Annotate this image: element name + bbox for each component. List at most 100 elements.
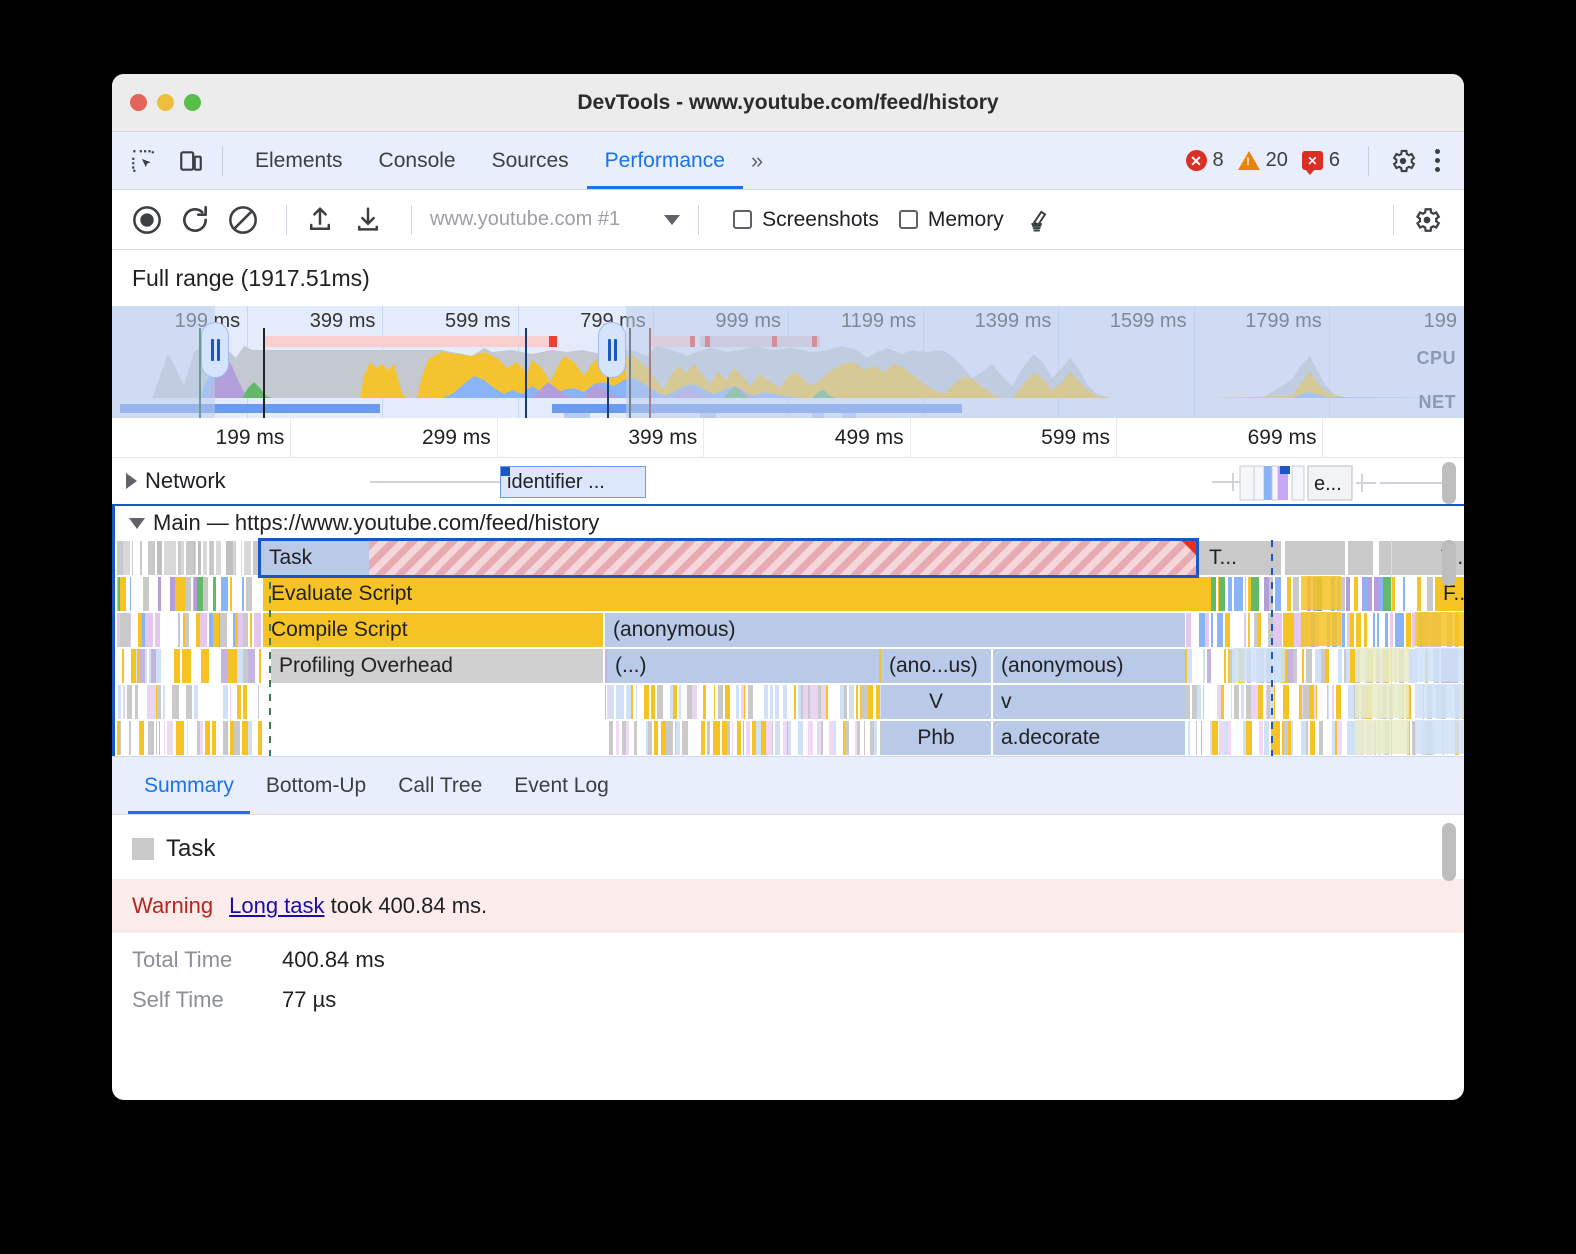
ruler-tick (909, 418, 911, 457)
long-task-link[interactable]: Long task (229, 893, 325, 918)
selection-handle-left[interactable] (201, 322, 229, 378)
panel-tabs: Elements Console Sources Performance » (237, 132, 771, 189)
issues-count: 6 (1328, 149, 1340, 171)
checkbox-box (898, 210, 918, 229)
flame-row: Evaluate Script F...k (115, 576, 1464, 612)
title-bar: DevTools - www.youtube.com/feed/history (112, 74, 1464, 132)
tab-event-log[interactable]: Event Log (514, 773, 609, 797)
tab-console[interactable]: Console (378, 148, 456, 172)
flame-bar-task-short[interactable]: T... (1201, 541, 1281, 575)
chevron-right-icon[interactable] (126, 473, 137, 489)
warning-badge[interactable]: 20 (1237, 149, 1288, 172)
ruler-tick-label: 499 ms (834, 426, 904, 449)
warning-corner-icon (1182, 541, 1196, 555)
maximize-window-button[interactable] (184, 94, 201, 111)
tab-performance[interactable]: Performance (587, 132, 743, 189)
network-track-title: Network (145, 468, 226, 493)
full-range-label: Full range (1917.51ms) (112, 250, 1464, 306)
kebab-menu-icon[interactable] (1423, 149, 1452, 172)
gear-icon[interactable] (1389, 147, 1417, 175)
network-track-header[interactable]: Network (126, 468, 226, 494)
tab-bottom-up[interactable]: Bottom-Up (265, 773, 367, 797)
main-track-header[interactable]: Main — https://www.youtube.com/feed/hist… (115, 506, 1464, 540)
flame-bar-blank (1351, 541, 1373, 575)
total-time-value: 400.84 ms (282, 947, 385, 972)
summary-event-title: Task (112, 815, 1464, 863)
net-connector-cap (1232, 473, 1234, 491)
tab-elements[interactable]: Elements (255, 148, 343, 172)
warning-row: Warning Long task took 400.84 ms. (112, 879, 1464, 933)
ruler-tick-label: 699 ms (1247, 426, 1317, 449)
profile-select[interactable]: www.youtube.com #1 (426, 208, 684, 231)
event-marker-light (1391, 540, 1392, 756)
close-window-button[interactable] (130, 94, 147, 111)
flame-chart[interactable]: Task T... T...k Evaluate Script F...k (115, 538, 1464, 756)
flame-bar-anonymous-2[interactable]: (anonymous) (993, 649, 1185, 683)
timeline-ruler: 199 ms 299 ms 399 ms 499 ms 599 ms 699 ms (112, 418, 1464, 458)
tab-call-tree[interactable]: Call Tree (398, 773, 483, 797)
upload-profile-icon[interactable] (301, 201, 339, 239)
total-time-label: Total Time (132, 947, 233, 972)
window-title: DevTools - www.youtube.com/feed/history (577, 90, 999, 114)
self-time-row: Self Time 77 µs (112, 973, 1464, 1013)
ruler-tick (496, 418, 498, 457)
warning-count: 20 (1265, 149, 1288, 171)
flame-bar-a-decorate[interactable]: a.decorate (993, 721, 1185, 755)
network-scrollbar[interactable] (1442, 462, 1456, 504)
tab-summary[interactable]: Summary (128, 757, 250, 814)
screenshots-checkbox[interactable]: Screenshots (733, 208, 879, 232)
summary-panel: Task Warning Long task took 400.84 ms. T… (112, 814, 1464, 1012)
flame-bar-task[interactable]: Task (258, 538, 1199, 578)
flame-bar-anon-mid[interactable]: (ano...us) (881, 649, 991, 683)
flame-bar-phb[interactable]: Phb (881, 721, 991, 755)
memory-checkbox[interactable]: Memory (898, 208, 1004, 232)
reload-record-icon[interactable] (176, 201, 214, 239)
flame-bar-anonymous[interactable]: (anonymous) (605, 613, 1185, 647)
error-badge[interactable]: ✕ 8 (1185, 149, 1224, 172)
main-scrollbar[interactable] (1442, 540, 1456, 586)
flame-bar-blank (1379, 541, 1429, 575)
issues-icon: ✕ (1301, 151, 1323, 175)
minimize-window-button[interactable] (157, 94, 174, 111)
main-track[interactable]: Main — https://www.youtube.com/feed/hist… (112, 506, 1464, 756)
event-color-swatch (132, 838, 154, 860)
device-toolbar-icon[interactable] (174, 144, 208, 178)
ruler-tick (1116, 418, 1118, 457)
record-icon[interactable] (128, 201, 166, 239)
flame-bar-v-lower[interactable]: v (993, 685, 1185, 719)
inspect-element-icon[interactable] (126, 144, 160, 178)
warning-label: Warning (132, 893, 214, 918)
overview-tick-label: 399 ms (309, 310, 376, 332)
selection-handle-right[interactable] (598, 322, 626, 378)
devtools-tab-bar: Elements Console Sources Performance » ✕… (112, 132, 1464, 190)
network-request-bars: e... (1239, 465, 1445, 501)
collect-garbage-icon[interactable] (1020, 201, 1058, 239)
badge-divider (1368, 145, 1369, 176)
tab-sources[interactable]: Sources (491, 148, 569, 172)
clear-icon[interactable] (224, 201, 262, 239)
svg-text:e...: e... (1314, 473, 1342, 495)
overview-tick-label: 599 ms (445, 310, 511, 332)
download-profile-icon[interactable] (349, 201, 387, 239)
flame-bar-evaluate-script[interactable]: Evaluate Script (263, 577, 1211, 611)
flame-bar-v-upper[interactable]: V (881, 685, 991, 719)
warning-icon (1237, 151, 1260, 170)
chevron-down-icon[interactable] (129, 517, 145, 529)
ruler-tick (703, 418, 705, 457)
error-icon: ✕ (1185, 150, 1207, 171)
more-tabs-icon[interactable]: » (750, 147, 764, 173)
network-track[interactable]: Network identifier ... e... (112, 458, 1464, 506)
event-marker-green (269, 540, 271, 756)
main-track-title: Main — https://www.youtube.com/feed/hist… (153, 510, 600, 535)
network-request-identifier[interactable]: identifier ... (500, 466, 646, 498)
flame-bar-compile-script[interactable]: Compile Script (263, 613, 603, 647)
flame-bar-anon-short[interactable]: (...) (607, 649, 879, 683)
total-time-row: Total Time 400.84 ms (112, 933, 1464, 973)
warning-duration-text: took 400.84 ms. (324, 893, 488, 918)
flame-bar-profiling-overhead[interactable]: Profiling Overhead (271, 649, 603, 683)
capture-settings-gear-icon[interactable] (1408, 201, 1446, 239)
issues-badge[interactable]: ✕ 6 (1301, 149, 1340, 175)
flame-row: V v (115, 684, 1464, 720)
summary-scrollbar[interactable] (1442, 823, 1456, 881)
